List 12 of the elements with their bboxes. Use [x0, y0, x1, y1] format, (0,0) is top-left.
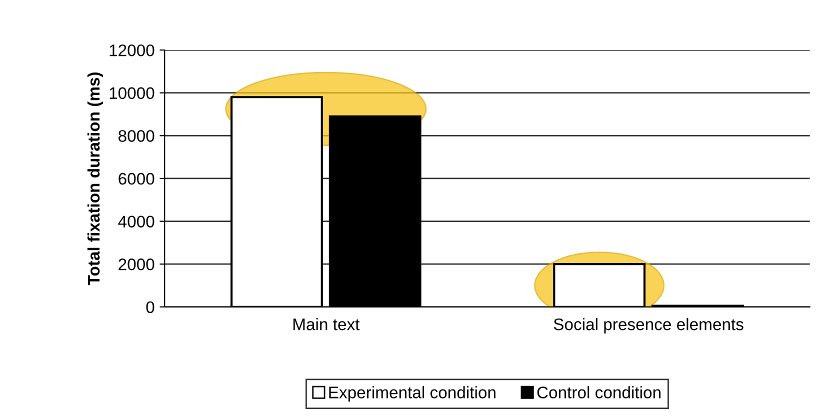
y-tick-label: 0 — [146, 301, 154, 314]
y-axis-title: Total fixation duration (ms) — [87, 72, 103, 286]
y-tick-label: 6000 — [118, 172, 154, 185]
x-tick-label: Social presence elements — [554, 318, 744, 334]
y-tick-label: 8000 — [118, 130, 154, 142]
x-tick-label: Main text — [293, 318, 360, 330]
legend-label: Experimental condition — [329, 386, 496, 402]
y-tick-label: 10000 — [110, 87, 154, 100]
y-tick-label: 2000 — [118, 258, 154, 270]
legend-label: Control condition — [537, 386, 660, 398]
y-tick-label: 12000 — [110, 44, 154, 56]
y-tick-label: 4000 — [118, 216, 154, 228]
